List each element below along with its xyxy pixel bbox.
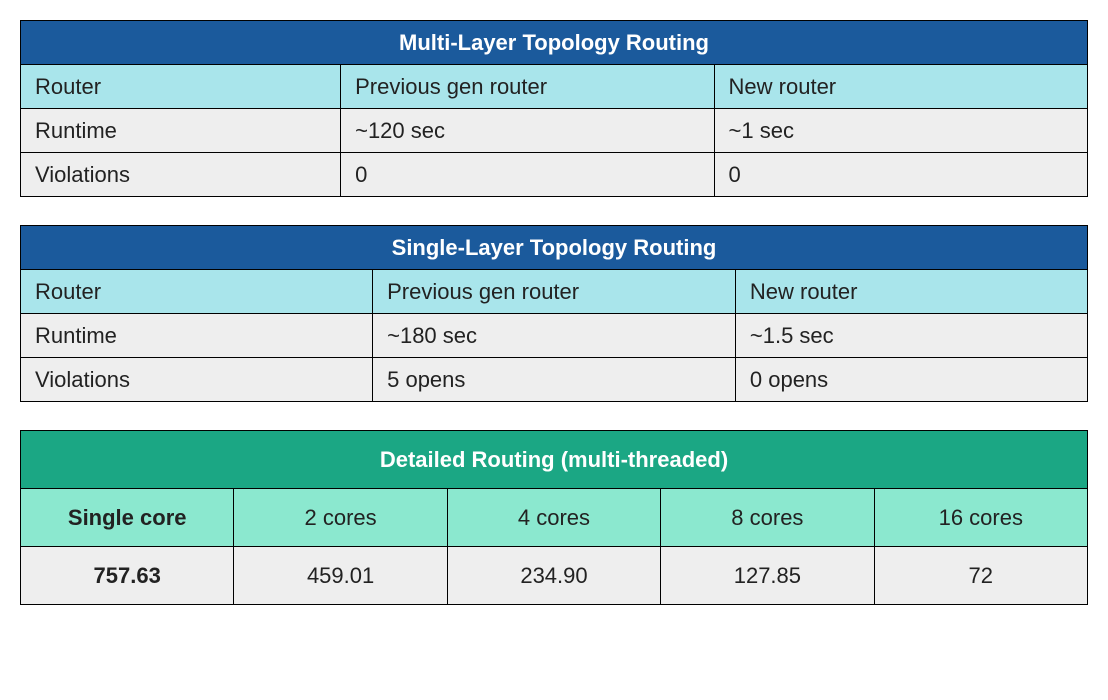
multi-layer-topology-table: Multi-Layer Topology Routing Router Prev… [20, 20, 1088, 197]
table1-cell: ~120 sec [341, 109, 714, 153]
table1-title: Multi-Layer Topology Routing [21, 21, 1088, 65]
table2-cell: ~1.5 sec [735, 314, 1087, 358]
table2-cell: Violations [21, 358, 373, 402]
table3-subhead-0: Single core [21, 489, 234, 547]
table3-subhead-3: 8 cores [661, 489, 874, 547]
table1-subhead-row: Router Previous gen router New router [21, 65, 1088, 109]
table3-subhead-1: 2 cores [234, 489, 447, 547]
table1-title-row: Multi-Layer Topology Routing [21, 21, 1088, 65]
table3-cell: 234.90 [447, 547, 660, 605]
table1-cell: 0 [714, 153, 1087, 197]
table2-cell: Runtime [21, 314, 373, 358]
table2-cell: 0 opens [735, 358, 1087, 402]
table3-title-row: Detailed Routing (multi-threaded) [21, 431, 1088, 489]
table3-cell: 459.01 [234, 547, 447, 605]
table3-cell: 72 [874, 547, 1087, 605]
table1-cell: Violations [21, 153, 341, 197]
table2-row-0: Runtime ~180 sec ~1.5 sec [21, 314, 1088, 358]
table3-cell: 127.85 [661, 547, 874, 605]
table2-subhead-2: New router [735, 270, 1087, 314]
table1-row-0: Runtime ~120 sec ~1 sec [21, 109, 1088, 153]
table3-title: Detailed Routing (multi-threaded) [21, 431, 1088, 489]
table1-subhead-1: Previous gen router [341, 65, 714, 109]
table1-subhead-0: Router [21, 65, 341, 109]
table1-cell: ~1 sec [714, 109, 1087, 153]
table2-row-1: Violations 5 opens 0 opens [21, 358, 1088, 402]
table2-subhead-row: Router Previous gen router New router [21, 270, 1088, 314]
single-layer-topology-table: Single-Layer Topology Routing Router Pre… [20, 225, 1088, 402]
table3-subhead-4: 16 cores [874, 489, 1087, 547]
table2-cell: 5 opens [373, 358, 736, 402]
table1-cell: Runtime [21, 109, 341, 153]
detailed-routing-table: Detailed Routing (multi-threaded) Single… [20, 430, 1088, 605]
table3-subhead-row: Single core 2 cores 4 cores 8 cores 16 c… [21, 489, 1088, 547]
table3-row-0: 757.63 459.01 234.90 127.85 72 [21, 547, 1088, 605]
table3-subhead-2: 4 cores [447, 489, 660, 547]
table1-row-1: Violations 0 0 [21, 153, 1088, 197]
table2-title: Single-Layer Topology Routing [21, 226, 1088, 270]
table3-cell: 757.63 [21, 547, 234, 605]
table2-subhead-1: Previous gen router [373, 270, 736, 314]
table2-subhead-0: Router [21, 270, 373, 314]
table1-subhead-2: New router [714, 65, 1087, 109]
table2-cell: ~180 sec [373, 314, 736, 358]
table2-title-row: Single-Layer Topology Routing [21, 226, 1088, 270]
table1-cell: 0 [341, 153, 714, 197]
